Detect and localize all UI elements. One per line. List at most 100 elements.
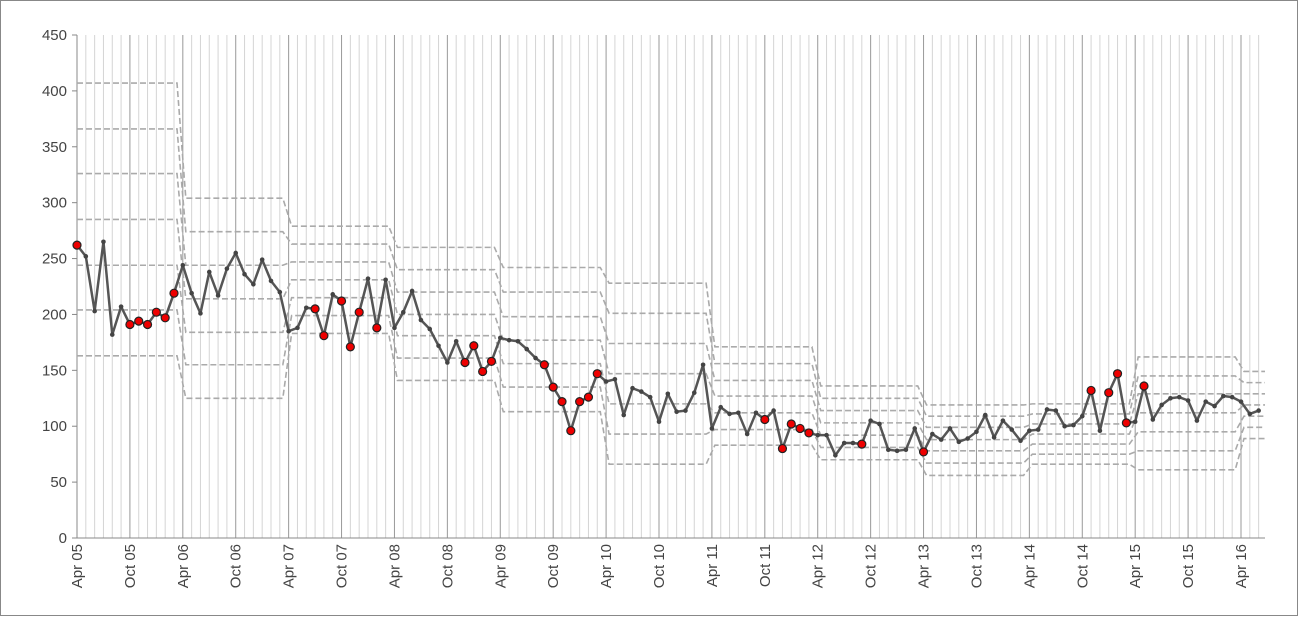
y-tick-label: 350 (42, 139, 67, 156)
x-tick-label: Apr 09 (492, 544, 509, 588)
marker (436, 343, 441, 349)
x-tick-label: Apr 12 (810, 544, 827, 588)
marker (1212, 403, 1217, 409)
highlight-marker (142, 319, 153, 330)
x-tick-label: Oct 08 (439, 544, 456, 588)
highlight-marker (1104, 388, 1114, 398)
marker (894, 448, 900, 454)
y-tick-label: 50 (50, 474, 67, 491)
marker (189, 290, 194, 296)
marker (1053, 408, 1059, 413)
marker (656, 419, 662, 425)
marker (771, 408, 776, 413)
marker (295, 325, 300, 331)
highlight-marker (160, 313, 170, 323)
highlight-marker (354, 307, 364, 317)
x-tick-label: Apr 16 (1233, 544, 1250, 588)
y-tick-label: 150 (42, 362, 67, 379)
marker (938, 437, 944, 442)
control-limit (77, 172, 1265, 429)
highlight-marker (760, 414, 770, 425)
highlight-marker (1139, 381, 1149, 391)
highlight-marker (169, 288, 179, 298)
marker (841, 440, 847, 446)
marker (198, 311, 203, 316)
marker (1062, 423, 1067, 429)
marker (1132, 419, 1138, 425)
highlight-marker (786, 419, 796, 429)
marker (277, 289, 283, 295)
marker (1168, 395, 1173, 401)
marker (524, 346, 530, 352)
highlight-marker (548, 382, 558, 392)
x-tick-label: Apr 14 (1021, 544, 1038, 588)
marker (683, 408, 688, 413)
marker (1044, 407, 1050, 412)
y-tick-label: 100 (42, 418, 67, 435)
highlight-marker (310, 304, 320, 314)
marker (259, 257, 265, 262)
highlight-marker (151, 307, 161, 317)
x-tick-label: Apr 08 (386, 544, 403, 588)
marker (665, 391, 671, 397)
marker (1018, 438, 1023, 444)
marker (815, 432, 821, 438)
highlight-marker (918, 447, 929, 457)
x-tick-label: Apr 13 (916, 544, 933, 588)
marker (1150, 417, 1156, 422)
x-tick-label: Apr 11 (704, 544, 721, 587)
marker (956, 439, 962, 445)
marker (930, 431, 935, 437)
marker (700, 362, 706, 368)
marker (718, 404, 724, 410)
marker (233, 250, 239, 256)
x-tick-label: Apr 07 (281, 544, 298, 588)
marker (286, 328, 291, 334)
highlight-marker (345, 342, 355, 352)
marker (1035, 427, 1041, 432)
marker (850, 440, 856, 446)
x-tick-label: Apr 15 (1127, 544, 1144, 588)
marker (242, 271, 247, 277)
highlight-marker (486, 356, 497, 366)
highlight-marker (134, 316, 144, 326)
highlight-marker (1086, 385, 1096, 396)
marker (92, 308, 97, 314)
highlight-marker (1121, 418, 1131, 428)
marker (1229, 394, 1235, 400)
marker (639, 389, 644, 394)
marker (1000, 418, 1006, 423)
y-tick-label: 200 (42, 306, 67, 323)
marker (691, 390, 697, 395)
marker (736, 410, 741, 416)
highlight-marker (557, 397, 567, 407)
marker (418, 317, 424, 323)
marker (1185, 398, 1191, 403)
marker (533, 355, 538, 361)
marker (383, 277, 388, 283)
marker (224, 266, 230, 271)
marker (1256, 408, 1261, 413)
marker (727, 411, 732, 417)
marker (674, 409, 679, 414)
marker (1079, 413, 1085, 419)
x-tick-label: Oct 12 (863, 544, 880, 588)
marker (1009, 427, 1015, 432)
marker (1247, 411, 1253, 417)
marker (647, 394, 653, 400)
marker (824, 432, 829, 438)
marker (251, 281, 256, 287)
x-tick-label: Oct 14 (1074, 544, 1091, 588)
marker (515, 338, 521, 344)
x-tick-label: Oct 11 (757, 544, 774, 587)
marker (215, 293, 221, 298)
highlight-marker (469, 341, 479, 351)
highlight-marker (460, 357, 470, 368)
highlight-marker (125, 319, 135, 330)
x-tick-label: Apr 05 (69, 544, 86, 588)
marker (180, 262, 186, 268)
marker (1238, 399, 1244, 404)
marker (1159, 402, 1164, 408)
